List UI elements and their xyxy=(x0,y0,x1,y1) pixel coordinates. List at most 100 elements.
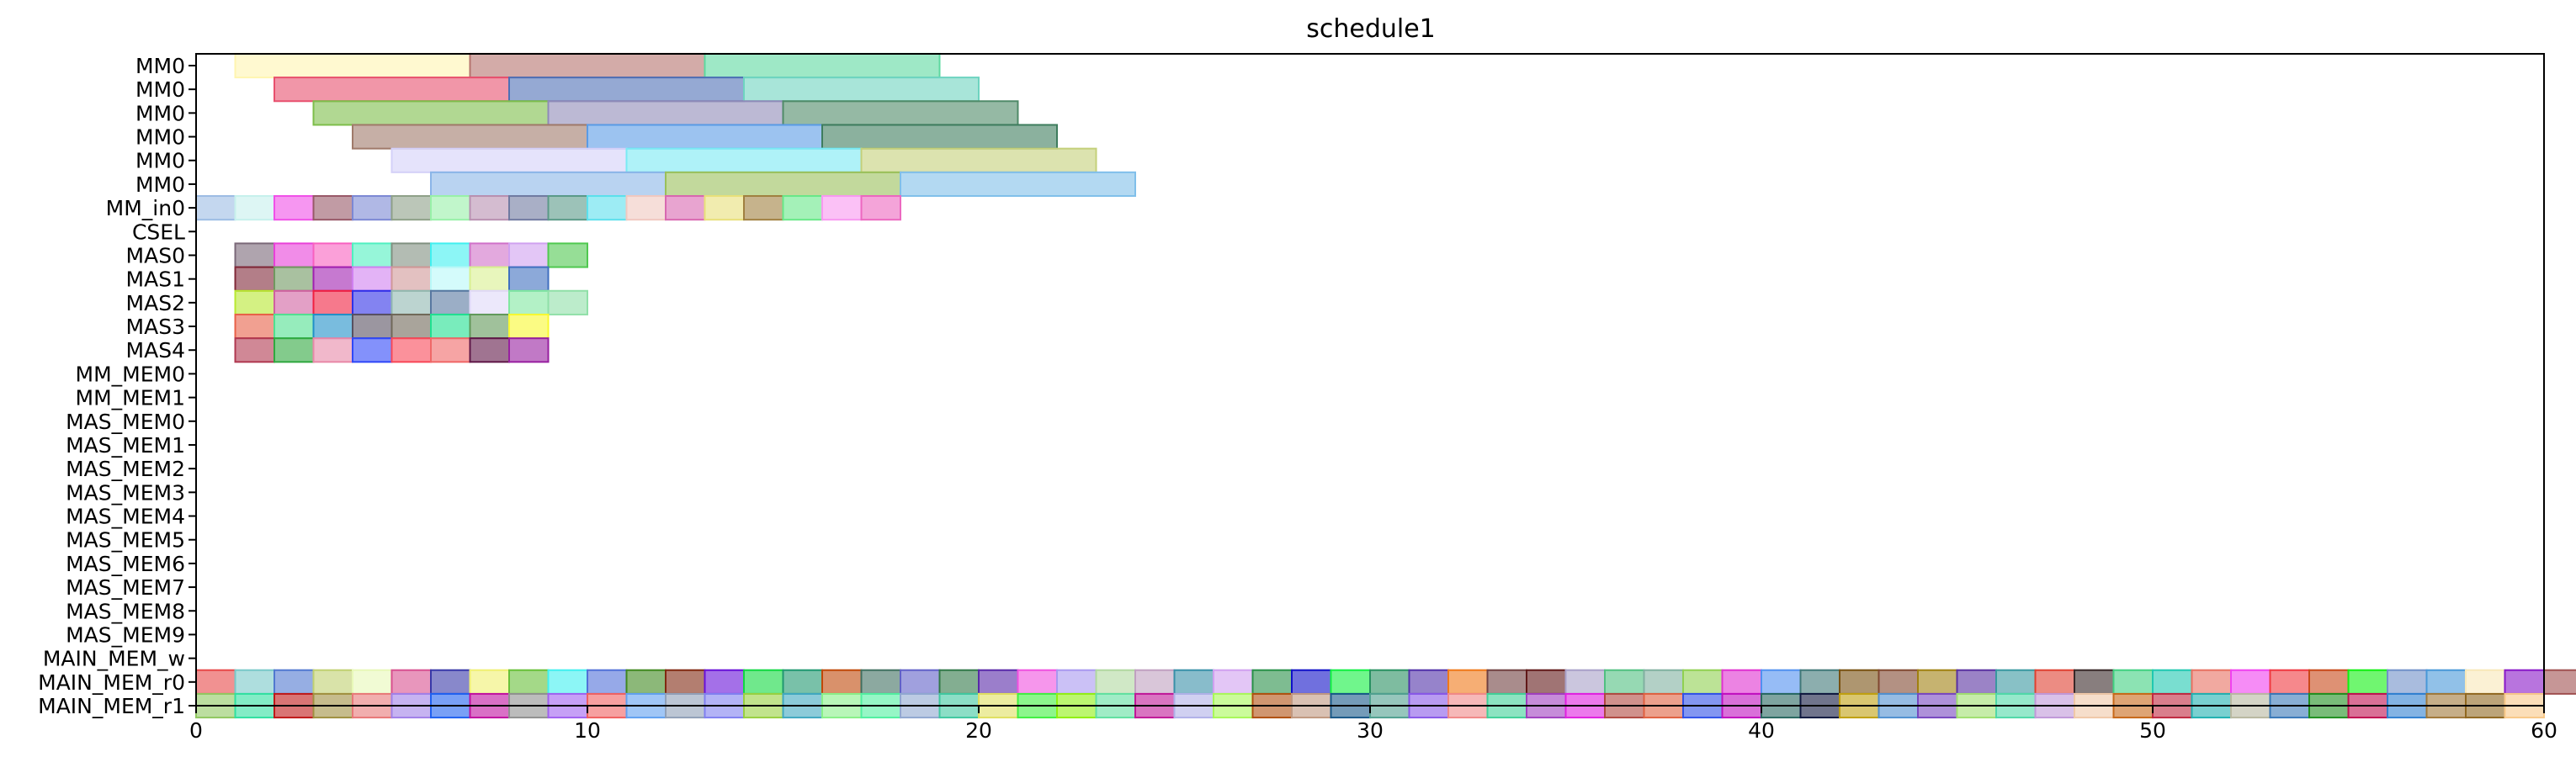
task-bar xyxy=(234,266,275,292)
y-axis: MM0MM0MM0MM0MM0MM0MM_in0CSELMAS0MAS1MAS2… xyxy=(38,54,196,718)
task-bar xyxy=(312,337,353,363)
task-bar xyxy=(352,337,393,363)
task-bar xyxy=(469,195,510,221)
task-bar xyxy=(274,195,315,221)
task-bar xyxy=(547,242,588,268)
task-bar xyxy=(782,100,1019,126)
task-bar xyxy=(625,669,667,695)
task-bar xyxy=(1330,669,1371,695)
task-bar xyxy=(274,242,315,268)
task-bar xyxy=(274,266,315,292)
y-tick-label: MAS_MEM2 xyxy=(66,457,185,481)
task-bar xyxy=(234,52,471,79)
task-bar xyxy=(2308,669,2350,695)
y-tick-label: MM0 xyxy=(135,125,185,150)
task-bar xyxy=(508,313,550,340)
y-tick-label: MAS0 xyxy=(126,243,185,267)
y-tick-label: MAS_MEM8 xyxy=(66,599,185,623)
task-bar xyxy=(938,669,980,695)
task-bar xyxy=(430,171,667,198)
y-tick-label: MAS1 xyxy=(126,267,185,292)
y-tick-label: MAS_MEM5 xyxy=(66,528,185,553)
task-bar xyxy=(587,124,823,150)
y-tick-label: MAS3 xyxy=(126,315,185,339)
task-bar xyxy=(704,195,745,221)
y-tick-label: MAS_MEM3 xyxy=(66,480,185,505)
task-bar xyxy=(782,669,823,695)
task-bar xyxy=(234,337,275,363)
task-bar xyxy=(821,669,863,695)
task-bar xyxy=(274,313,315,340)
task-bar xyxy=(430,337,471,363)
task-bar xyxy=(2152,669,2193,695)
task-bar xyxy=(312,242,353,268)
task-bar xyxy=(1095,669,1136,695)
y-tick-label: MAS_MEM1 xyxy=(66,433,185,458)
task-bar xyxy=(430,313,471,340)
task-bar xyxy=(1486,669,1527,695)
task-bar xyxy=(469,669,510,695)
x-tick-label: 0 xyxy=(189,718,203,743)
task-bar xyxy=(1134,669,1176,695)
task-bar xyxy=(234,669,275,695)
task-bar xyxy=(390,266,432,292)
task-bar xyxy=(469,289,510,315)
task-bar xyxy=(2112,669,2154,695)
task-bar xyxy=(547,669,588,695)
y-tick-label: MM_in0 xyxy=(106,196,185,220)
task-bar xyxy=(508,337,550,363)
task-bar xyxy=(274,77,510,103)
bars-layer xyxy=(195,52,2576,719)
task-bar xyxy=(2347,669,2388,695)
y-tick-label: MAS_MEM9 xyxy=(66,622,185,647)
x-tick-label: 10 xyxy=(574,718,601,743)
y-tick-label: MM0 xyxy=(135,77,185,102)
task-bar xyxy=(860,147,1097,173)
task-bar xyxy=(547,100,784,126)
task-bar xyxy=(1291,669,1332,695)
task-bar xyxy=(2230,669,2271,695)
task-bar xyxy=(587,669,628,695)
task-bar xyxy=(2034,669,2075,695)
task-bar xyxy=(1408,669,1449,695)
x-tick-label: 20 xyxy=(965,718,992,743)
y-tick-label: MM_MEM0 xyxy=(76,362,185,386)
task-bar xyxy=(821,124,1058,150)
task-bar xyxy=(195,195,236,221)
y-tick-label: MAIN_MEM_r0 xyxy=(38,670,185,695)
task-bar xyxy=(274,669,315,695)
y-tick-label: CSEL xyxy=(132,220,185,244)
task-bar xyxy=(1721,669,1762,695)
task-bar xyxy=(430,242,471,268)
y-tick-label: MAS4 xyxy=(126,338,185,363)
task-bar xyxy=(860,669,901,695)
task-bar xyxy=(1369,669,1410,695)
task-bar xyxy=(860,195,901,221)
task-bar xyxy=(508,289,550,315)
task-bar xyxy=(469,266,510,292)
y-tick-label: MM0 xyxy=(135,54,185,78)
task-bar xyxy=(1682,669,1724,695)
task-bar xyxy=(665,195,706,221)
task-bar xyxy=(2269,669,2310,695)
y-tick-label: MAS_MEM0 xyxy=(66,410,185,434)
task-bar xyxy=(430,266,471,292)
task-bar xyxy=(390,242,432,268)
task-bar xyxy=(704,669,745,695)
task-bar xyxy=(195,669,236,695)
y-tick-label: MAS_MEM6 xyxy=(66,552,185,576)
y-tick-label: MM0 xyxy=(135,149,185,173)
task-bar xyxy=(1604,669,1645,695)
x-tick-label: 30 xyxy=(1357,718,1384,743)
task-bar xyxy=(352,669,393,695)
task-bar xyxy=(900,669,941,695)
task-bar xyxy=(1564,669,1606,695)
task-bar xyxy=(508,669,550,695)
task-bar xyxy=(2387,669,2428,695)
task-bar xyxy=(1839,669,1880,695)
task-bar xyxy=(469,337,510,363)
x-tick-label: 50 xyxy=(2139,718,2166,743)
y-tick-label: MAIN_MEM_r1 xyxy=(38,694,185,718)
x-tick-label: 40 xyxy=(1748,718,1775,743)
task-bar xyxy=(390,195,432,221)
